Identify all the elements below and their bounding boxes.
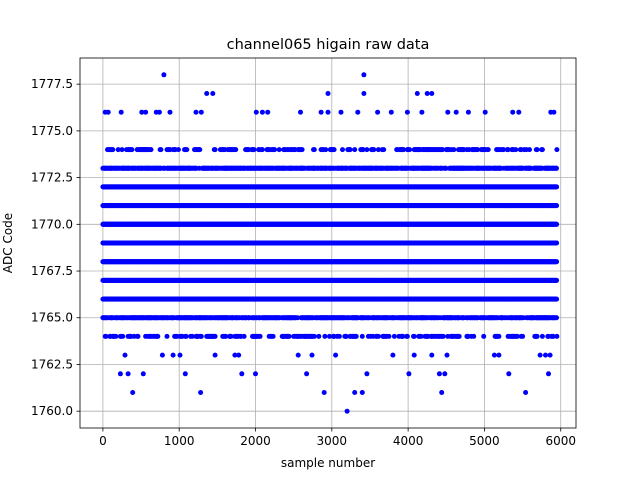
data-points bbox=[100, 72, 560, 414]
data-point bbox=[554, 221, 560, 227]
data-point bbox=[554, 277, 560, 283]
data-point bbox=[554, 259, 560, 265]
data-point bbox=[554, 296, 560, 302]
chart-title: channel065 higain raw data bbox=[227, 37, 430, 53]
data-point bbox=[554, 240, 560, 246]
